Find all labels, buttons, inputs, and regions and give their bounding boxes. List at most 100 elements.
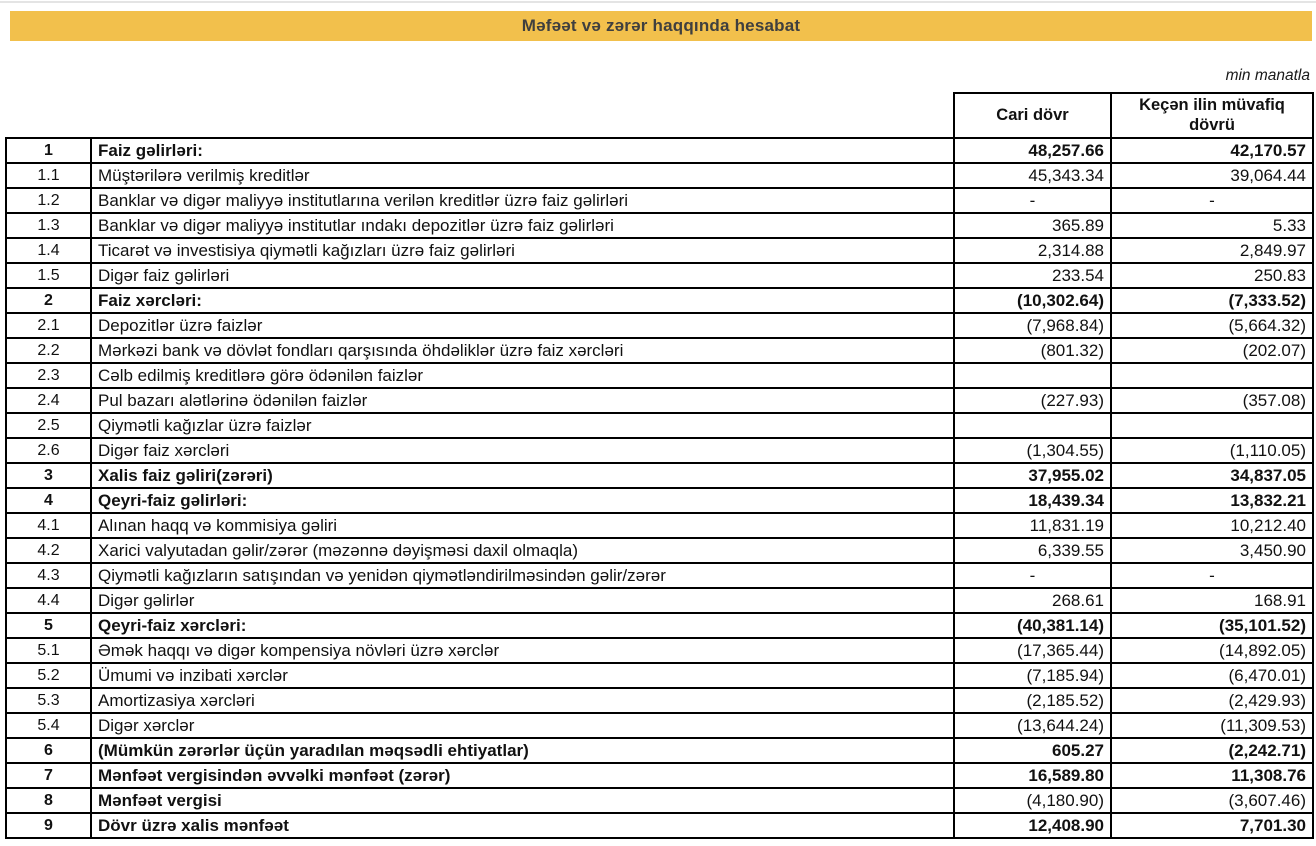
row-value-previous: (14,892.05) bbox=[1110, 637, 1314, 664]
row-number: 4.3 bbox=[5, 562, 92, 589]
row-value-current bbox=[953, 362, 1112, 389]
row-number: 2.5 bbox=[5, 412, 92, 439]
row-label: Qiymətli kağızlar üzrə faizlər bbox=[90, 412, 955, 439]
table-row: 5 Qeyri-faiz xərcləri: (40,381.14) (35,1… bbox=[5, 612, 1314, 639]
table-row: 1.2 Banklar və digər maliyyə institutlar… bbox=[5, 187, 1314, 214]
row-number: 1 bbox=[5, 137, 92, 164]
row-value-previous: 42,170.57 bbox=[1110, 137, 1314, 164]
row-value-previous: 250.83 bbox=[1110, 262, 1314, 289]
row-label: Digər faiz gəlirləri bbox=[90, 262, 955, 289]
table-row: 1.3 Banklar və digər maliyyə institutlar… bbox=[5, 212, 1314, 239]
row-label: Müştərilərə verilmiş kreditlər bbox=[90, 162, 955, 189]
row-number: 4 bbox=[5, 487, 92, 514]
row-value-previous bbox=[1110, 362, 1314, 389]
row-number: 2.6 bbox=[5, 437, 92, 464]
row-value-current: 18,439.34 bbox=[953, 487, 1112, 514]
row-label: Digər gəlirlər bbox=[90, 587, 955, 614]
row-number: 2.3 bbox=[5, 362, 92, 389]
row-value-current: (40,381.14) bbox=[953, 612, 1112, 639]
row-value-current: (4,180.90) bbox=[953, 787, 1112, 814]
row-value-previous bbox=[1110, 412, 1314, 439]
row-label: Əmək haqqı və digər kompensiya növləri ü… bbox=[90, 637, 955, 664]
row-value-previous: (202.07) bbox=[1110, 337, 1314, 364]
row-number: 2 bbox=[5, 287, 92, 314]
row-value-current: (1,304.55) bbox=[953, 437, 1112, 464]
row-value-previous: 10,212.40 bbox=[1110, 512, 1314, 539]
row-value-current: (227.93) bbox=[953, 387, 1112, 414]
row-value-current: 37,955.02 bbox=[953, 462, 1112, 489]
top-divider bbox=[0, 1, 1316, 3]
row-value-previous: - bbox=[1110, 187, 1314, 214]
row-number: 6 bbox=[5, 737, 92, 764]
row-value-previous: 11,308.76 bbox=[1110, 762, 1314, 789]
row-value-previous: 13,832.21 bbox=[1110, 487, 1314, 514]
row-value-previous: 3,450.90 bbox=[1110, 537, 1314, 564]
row-number: 5 bbox=[5, 612, 92, 639]
row-number: 4.1 bbox=[5, 512, 92, 539]
row-value-current bbox=[953, 412, 1112, 439]
table-row: 8 Mənfəət vergisi (4,180.90) (3,607.46) bbox=[5, 787, 1314, 814]
row-label: Banklar və digər maliyyə institutlar ınd… bbox=[90, 212, 955, 239]
table-row: 1 Faiz gəlirləri: 48,257.66 42,170.57 bbox=[5, 137, 1314, 164]
table-row: 5.1 Əmək haqqı və digər kompensiya növlə… bbox=[5, 637, 1314, 664]
table-row: 4 Qeyri-faiz gəlirləri: 18,439.34 13,832… bbox=[5, 487, 1314, 514]
row-label: Xalis faiz gəliri(zərəri) bbox=[90, 462, 955, 489]
row-number: 9 bbox=[5, 812, 92, 839]
row-value-previous: 2,849.97 bbox=[1110, 237, 1314, 264]
table-row: 5.2 Ümumi və inzibati xərclər (7,185.94)… bbox=[5, 662, 1314, 689]
row-value-previous: (2,429.93) bbox=[1110, 687, 1314, 714]
table-row: 2.6 Digər faiz xərcləri (1,304.55) (1,11… bbox=[5, 437, 1314, 464]
column-header-previous-period: Keçən ilin müvafiq dövrü bbox=[1110, 92, 1314, 139]
row-number: 4.2 bbox=[5, 537, 92, 564]
row-label: Cəlb edilmiş kreditlərə görə ödənilən fa… bbox=[90, 362, 955, 389]
row-label: Mənfəət vergisi bbox=[90, 787, 955, 814]
row-value-previous: 34,837.05 bbox=[1110, 462, 1314, 489]
row-value-current: (801.32) bbox=[953, 337, 1112, 364]
row-value-current: 12,408.90 bbox=[953, 812, 1112, 839]
row-value-previous: (6,470.01) bbox=[1110, 662, 1314, 689]
column-header-current-period: Cari dövr bbox=[953, 92, 1112, 139]
row-value-current: 268.61 bbox=[953, 587, 1112, 614]
table-row: 2.4 Pul bazarı alətlərinə ödənilən faizl… bbox=[5, 387, 1314, 414]
row-value-previous: - bbox=[1110, 562, 1314, 589]
row-number: 2.1 bbox=[5, 312, 92, 339]
table-row: 6 (Mümkün zərərlər üçün yaradılan məqsəd… bbox=[5, 737, 1314, 764]
row-number: 1.4 bbox=[5, 237, 92, 264]
row-label: Ümumi və inzibati xərclər bbox=[90, 662, 955, 689]
row-value-current: 45,343.34 bbox=[953, 162, 1112, 189]
profit-loss-table: Cari dövr Keçən ilin müvafiq dövrü 1 Fai… bbox=[5, 92, 1314, 839]
row-value-current: 16,589.80 bbox=[953, 762, 1112, 789]
row-label: Faiz gəlirləri: bbox=[90, 137, 955, 164]
row-number: 5.1 bbox=[5, 637, 92, 664]
table-row: 2.2 Mərkəzi bank və dövlət fondları qarş… bbox=[5, 337, 1314, 364]
table-row: 2.1 Depozitlər üzrə faizlər (7,968.84) (… bbox=[5, 312, 1314, 339]
row-value-current: (7,968.84) bbox=[953, 312, 1112, 339]
row-value-previous: 39,064.44 bbox=[1110, 162, 1314, 189]
row-label: Digər xərclər bbox=[90, 712, 955, 739]
row-value-current: (7,185.94) bbox=[953, 662, 1112, 689]
title-banner: Məfəət və zərər haqqında hesabat bbox=[10, 11, 1312, 41]
row-value-previous: (7,333.52) bbox=[1110, 287, 1314, 314]
row-number: 8 bbox=[5, 787, 92, 814]
row-number: 1.2 bbox=[5, 187, 92, 214]
row-label: Pul bazarı alətlərinə ödənilən faizlər bbox=[90, 387, 955, 414]
row-label: Mərkəzi bank və dövlət fondları qarşısın… bbox=[90, 337, 955, 364]
table-row: 1.5 Digər faiz gəlirləri 233.54 250.83 bbox=[5, 262, 1314, 289]
header-blank-cell bbox=[6, 93, 954, 138]
row-label: Alınan haqq və kommisiya gəliri bbox=[90, 512, 955, 539]
row-value-current: (17,365.44) bbox=[953, 637, 1112, 664]
row-label: Qeyri-faiz xərcləri: bbox=[90, 612, 955, 639]
row-number: 5.3 bbox=[5, 687, 92, 714]
table-row: 3 Xalis faiz gəliri(zərəri) 37,955.02 34… bbox=[5, 462, 1314, 489]
row-label: Qiymətli kağızların satışından və yenidə… bbox=[90, 562, 955, 589]
row-number: 5.2 bbox=[5, 662, 92, 689]
row-value-previous: (1,110.05) bbox=[1110, 437, 1314, 464]
table-header-row: Cari dövr Keçən ilin müvafiq dövrü bbox=[6, 92, 1314, 139]
row-label: Dövr üzrə xalis mənfəət bbox=[90, 812, 955, 839]
table-row: 4.1 Alınan haqq və kommisiya gəliri 11,8… bbox=[5, 512, 1314, 539]
row-value-current: - bbox=[953, 187, 1112, 214]
row-number: 1.1 bbox=[5, 162, 92, 189]
row-value-previous: 168.91 bbox=[1110, 587, 1314, 614]
row-number: 2.4 bbox=[5, 387, 92, 414]
table-row: 4.3 Qiymətli kağızların satışından və ye… bbox=[5, 562, 1314, 589]
